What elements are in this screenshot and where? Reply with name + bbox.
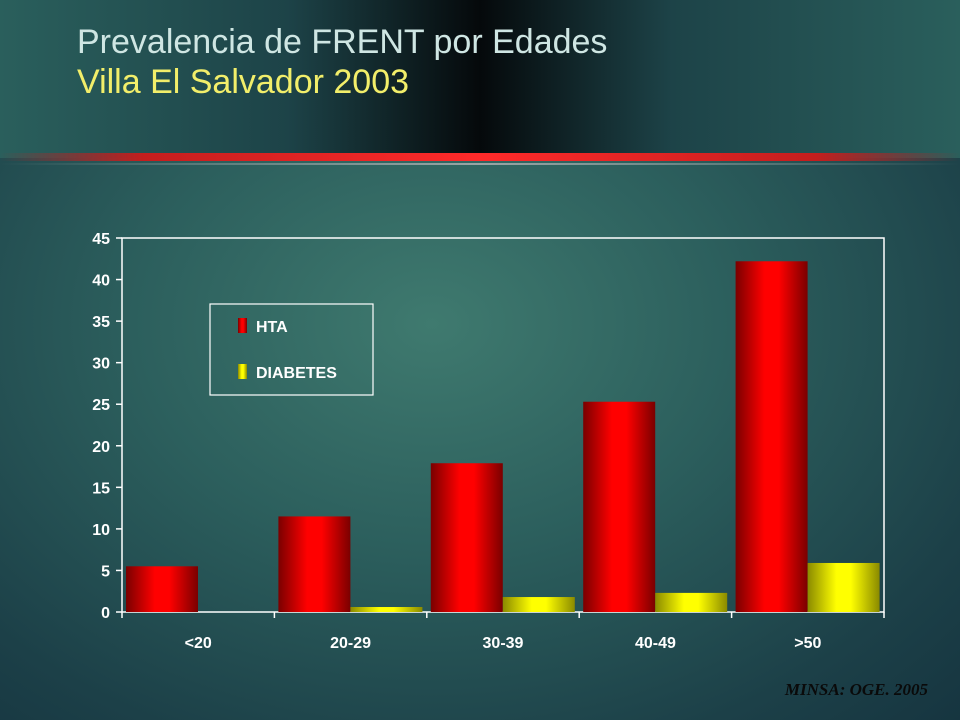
bar-hta-0	[126, 566, 198, 612]
bar-hta-3	[583, 401, 656, 612]
bar-diabetes-4	[807, 562, 880, 612]
page-subtitle: Villa El Salvador 2003	[77, 63, 410, 101]
y-tick-label: 25	[92, 397, 110, 414]
y-tick-label: 15	[92, 480, 110, 497]
bars	[126, 261, 880, 612]
red-divider	[0, 153, 960, 161]
x-tick-label: >50	[794, 635, 821, 652]
y-tick-label: 5	[101, 563, 110, 580]
gray-divider	[0, 163, 960, 165]
bar-hta-4	[735, 261, 808, 612]
x-tick-label: 20-29	[330, 635, 371, 652]
x-tick-label: <20	[185, 635, 212, 652]
x-tick-label: 40-49	[635, 635, 676, 652]
legend-label-hta: HTA	[256, 319, 288, 336]
y-tick-label: 45	[92, 231, 110, 248]
x-tick-label: 30-39	[483, 635, 524, 652]
y-tick-label: 35	[92, 314, 110, 331]
x-axis: <20 20-29 30-39 40-49 >50	[121, 612, 885, 652]
header-band: Prevalencia de FRENT por Edades Villa El…	[0, 0, 960, 158]
bar-hta-2	[430, 463, 503, 612]
legend-swatch-diabetes	[238, 364, 247, 379]
bar-hta-1	[278, 516, 351, 612]
bar-diabetes-1	[350, 607, 423, 612]
y-tick-label: 0	[101, 605, 110, 622]
y-tick-label: 40	[92, 273, 110, 290]
y-axis: 0 5 10 15 20 25 30 35 40 45	[92, 231, 122, 622]
y-tick-label: 10	[92, 522, 110, 539]
source-citation: MINSA: OGE. 2005	[784, 680, 928, 699]
y-tick-label: 30	[92, 356, 110, 373]
y-tick-label: 20	[92, 439, 110, 456]
legend-swatch-hta	[238, 318, 247, 333]
bar-diabetes-3	[655, 592, 728, 612]
title-block: Prevalencia de FRENT por Edades Villa El…	[77, 22, 607, 102]
bar-diabetes-2	[502, 597, 575, 612]
page-title: Prevalencia de FRENT por Edades	[77, 23, 608, 61]
legend: HTA DIABETES	[209, 303, 374, 396]
legend-box	[209, 303, 374, 396]
legend-label-diabetes: DIABETES	[256, 365, 337, 382]
